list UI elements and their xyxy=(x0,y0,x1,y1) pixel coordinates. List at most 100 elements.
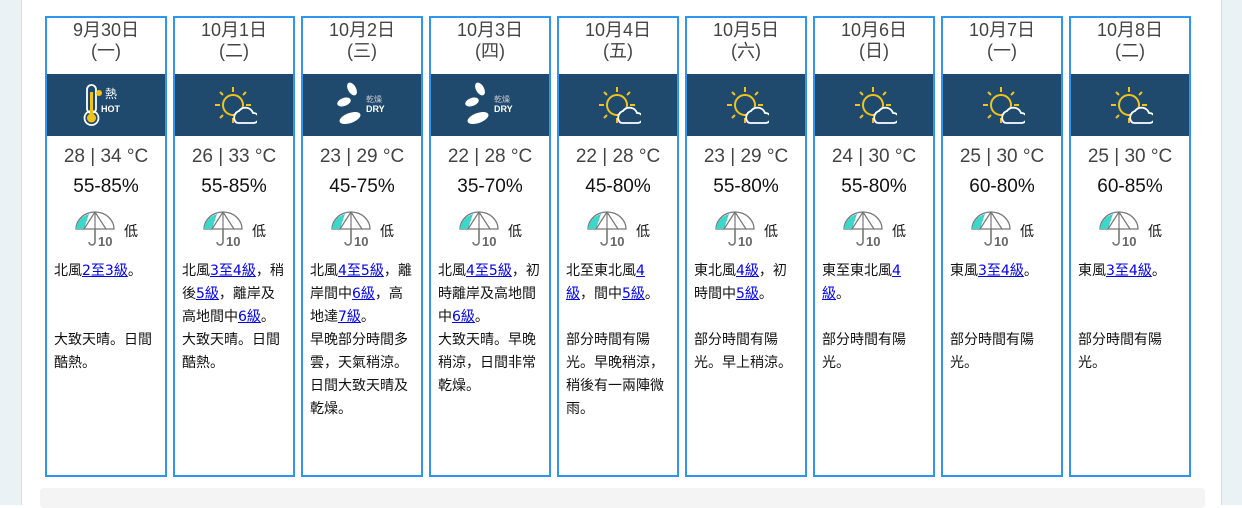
wind-text: ，間中 xyxy=(580,286,622,302)
wind-text: 。 xyxy=(644,286,659,302)
svg-text:HOT: HOT xyxy=(101,104,121,114)
wind-text: ，離岸及高地間中 xyxy=(182,286,275,325)
date-label: 10月2日 xyxy=(328,20,396,40)
forecast-date: 10月1日 (二) xyxy=(175,18,293,74)
forecast-day-card: 10月3日 (四) 乾燥 DRY 22 | 28 °C 35-70% 10 低 北風4… xyxy=(429,16,551,477)
psr-level: 低 xyxy=(1020,224,1034,240)
wind-text: 東風 xyxy=(1078,263,1106,279)
left-sidebar xyxy=(0,0,22,505)
date-label: 10月7日 xyxy=(968,20,1036,40)
rain-probability: 10 低 xyxy=(687,210,805,252)
dry-icon: 乾燥 DRY xyxy=(303,74,421,136)
date-label: 10月4日 xyxy=(584,20,652,40)
psr-level: 低 xyxy=(636,224,650,240)
sunny-periods-icon xyxy=(943,74,1061,136)
date-label: 10月8日 xyxy=(1096,20,1164,40)
wind-text: 。 xyxy=(1023,263,1038,279)
weather-description: 早晚部分時間多雲，天氣稍涼。日間大致天晴及乾燥。 xyxy=(310,332,408,417)
weather-description: 大致天晴。早晚稍涼，日間非常乾燥。 xyxy=(438,332,536,394)
forecast-date: 10月8日 (二) xyxy=(1071,18,1189,74)
wind-force-link[interactable]: 6級 xyxy=(452,309,475,325)
wind-text: 。 xyxy=(260,309,275,325)
wind-forecast: 東至東北風4級。 xyxy=(815,260,933,329)
forecast-day-card: 10月8日 (二) 25 | 30 °C 60-85% 10 低 東風3至4級。 部… xyxy=(1069,16,1191,477)
forecast-date: 10月5日 (六) xyxy=(687,18,805,74)
wind-force-link[interactable]: 3至4級 xyxy=(210,263,256,279)
psr-level: 低 xyxy=(508,224,522,240)
wind-force-link[interactable]: 4級 xyxy=(566,263,645,302)
weekday-label: (六) xyxy=(731,41,761,61)
weather-description: 部分時間有陽光。 xyxy=(950,332,1034,371)
wind-force-link[interactable]: 4至5級 xyxy=(466,263,512,279)
wind-force-link[interactable]: 4級 xyxy=(822,263,901,302)
umbrella-icon: 10 xyxy=(330,209,374,253)
sunny-periods-icon xyxy=(1071,74,1189,136)
humidity-range: 55-80% xyxy=(713,176,779,197)
wind-force-link[interactable]: 5級 xyxy=(196,286,219,302)
svg-text:DRY: DRY xyxy=(494,104,513,114)
forecast-day-card: 10月2日 (三) 乾燥 DRY 23 | 29 °C 45-75% 10 低 北風4… xyxy=(301,16,423,477)
wind-forecast: 東風3至4級。 xyxy=(1071,260,1189,329)
psr-level: 低 xyxy=(380,224,394,240)
date-label: 10月5日 xyxy=(712,20,780,40)
sunny-periods-icon xyxy=(175,74,293,136)
wind-force-link[interactable]: 5級 xyxy=(736,286,759,302)
wind-text: 。 xyxy=(836,286,850,302)
wind-force-link[interactable]: 4至5級 xyxy=(338,263,384,279)
psr-level: 低 xyxy=(892,224,906,240)
wind-force-link[interactable]: 3至4級 xyxy=(1106,263,1152,279)
svg-text:熱: 熱 xyxy=(105,87,117,101)
humidity-range: 45-75% xyxy=(329,176,395,197)
wind-force-link[interactable]: 6級 xyxy=(238,309,261,325)
wind-text: 。 xyxy=(758,286,773,302)
right-sidebar xyxy=(1221,0,1242,505)
temperature-range: 28 | 34 °C xyxy=(63,146,149,167)
temperature-range: 24 | 30 °C xyxy=(831,146,917,167)
svg-text:10: 10 xyxy=(1122,234,1136,249)
temperature-range: 23 | 29 °C xyxy=(319,146,405,167)
svg-text:10: 10 xyxy=(354,234,368,249)
svg-text:乾燥: 乾燥 xyxy=(366,94,382,104)
rain-probability: 10 低 xyxy=(815,210,933,252)
weekday-label: (二) xyxy=(219,41,249,61)
wind-forecast: 北至東北風4級，間中5級。 xyxy=(559,260,677,329)
svg-text:DRY: DRY xyxy=(366,104,385,114)
forecast-day-card: 10月6日 (日) 24 | 30 °C 55-80% 10 低 東至東北風4級。 … xyxy=(813,16,935,477)
humidity-range: 60-80% xyxy=(969,176,1035,197)
umbrella-icon: 10 xyxy=(586,209,630,253)
svg-text:10: 10 xyxy=(994,234,1008,249)
wind-force-link[interactable]: 7級 xyxy=(338,309,361,325)
forecast-day-card: 10月5日 (六) 23 | 29 °C 55-80% 10 低 東北風4級，初時間… xyxy=(685,16,807,477)
umbrella-icon: 10 xyxy=(1098,209,1142,253)
wind-force-link[interactable]: 5級 xyxy=(622,286,645,302)
wind-text: 。 xyxy=(1151,263,1166,279)
psr-level: 低 xyxy=(252,224,266,240)
wind-text: ，初時離岸及高地間中 xyxy=(438,263,540,325)
wind-text: ，高地達 xyxy=(310,286,403,325)
umbrella-icon: 10 xyxy=(842,209,886,253)
wind-force-link[interactable]: 2至3級 xyxy=(82,263,128,279)
forecast-day-card: 10月4日 (五) 22 | 28 °C 45-80% 10 低 北至東北風4級，間… xyxy=(557,16,679,477)
wind-force-link[interactable]: 4級 xyxy=(736,263,759,279)
wind-text: 東風 xyxy=(950,263,978,279)
psr-level: 低 xyxy=(764,224,778,240)
humidity-range: 55-85% xyxy=(73,176,139,197)
wind-forecast: 北風4至5級，初時離岸及高地間中6級。 xyxy=(431,260,549,329)
wind-text: 北風 xyxy=(182,263,210,279)
weather-description: 部分時間有陽光。早晚稍涼，稍後有一兩陣微雨。 xyxy=(566,332,664,417)
temperature-range: 22 | 28 °C xyxy=(447,146,533,167)
svg-text:10: 10 xyxy=(610,234,624,249)
wind-force-link[interactable]: 3至4級 xyxy=(978,263,1024,279)
wind-text: 。 xyxy=(127,263,142,279)
forecast-date: 10月6日 (日) xyxy=(815,18,933,74)
wind-force-link[interactable]: 6級 xyxy=(352,286,375,302)
weekday-label: (一) xyxy=(91,41,121,61)
svg-text:10: 10 xyxy=(482,234,496,249)
sunny-periods-icon xyxy=(559,74,677,136)
svg-text:10: 10 xyxy=(98,234,112,249)
umbrella-icon: 10 xyxy=(714,209,758,253)
humidity-range: 60-85% xyxy=(1097,176,1163,197)
weather-description: 部分時間有陽光。 xyxy=(1078,332,1162,371)
sunny-periods-icon xyxy=(815,74,933,136)
weather-description: 部分時間有陽光。 xyxy=(822,332,906,371)
